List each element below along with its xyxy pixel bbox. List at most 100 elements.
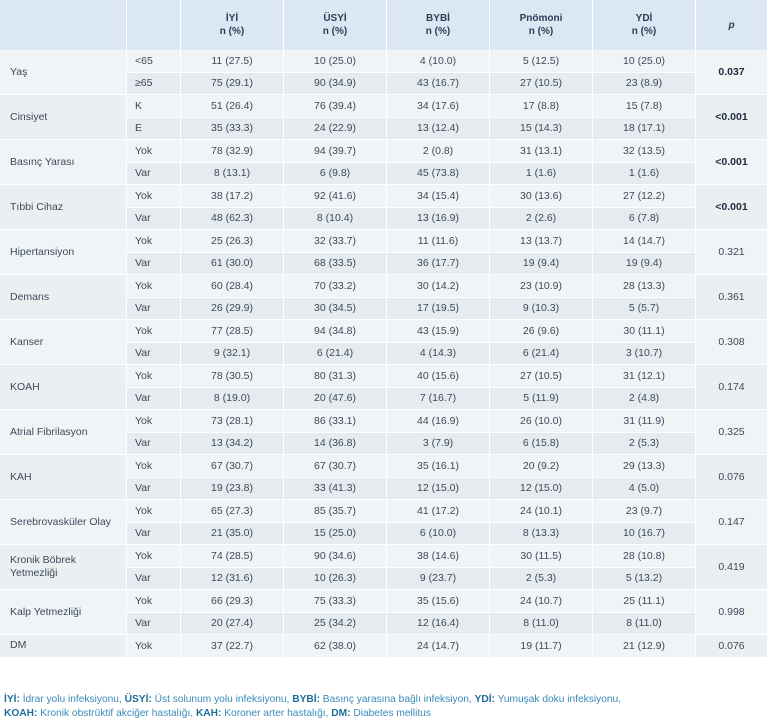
row-label: Serebrovasküler Olay [0,500,127,545]
value-cell: 20 (27.4) [181,612,284,635]
value-cell: 5 (13.2) [593,567,696,590]
header-iyi: İYİ n (%) [181,0,284,50]
value-cell: 12 (15.0) [387,477,490,500]
value-cell: 38 (17.2) [181,185,284,208]
table-row: Serebrovasküler Olay Yok 65 (27.3) 85 (35.7… [0,500,768,545]
value-cell: 13 (16.9) [387,207,490,230]
value-cell: 9 (32.1) [181,342,284,365]
row-sublabel: Yok [127,185,181,208]
header-usyi: ÜSYİ n (%) [284,0,387,50]
value-cell: 23 (9.7) [593,500,696,523]
value-cell: 9 (10.3) [490,297,593,320]
value-cell: 65 (27.3) [181,500,284,523]
value-cell: 26 (9.6) [490,320,593,343]
header-sub: n (%) [219,26,245,37]
value-cell: 8 (19.0) [181,387,284,410]
value-cell: 76 (39.4) [284,95,387,118]
value-cell: 19 (9.4) [593,252,696,275]
row-label: DM [0,635,127,658]
value-cell: 6 (21.4) [490,342,593,365]
table-row: Var 21 (35.0) 15 (25.0) 6 (10.0) 8 (13.3) 10 … [0,522,768,545]
row-sublabel: Var [127,612,181,635]
value-cell: 10 (25.0) [284,50,387,73]
value-cell: 77 (28.5) [181,320,284,343]
row-label: Cinsiyet [0,95,127,140]
value-cell: 27 (10.5) [490,72,593,95]
value-cell: 14 (36.8) [284,432,387,455]
value-cell: 43 (16.7) [387,72,490,95]
legend-text: Basınç yarasına bağlı infeksiyon, [319,694,475,705]
value-cell: 4 (10.0) [387,50,490,73]
legend-text: Kronik obstrüktif akciğer hastalığı, [37,708,196,719]
value-cell: 8 (11.0) [490,612,593,635]
value-cell: 6 (9.8) [284,162,387,185]
p-value: 0.076 [696,455,768,500]
table-row: Var 9 (32.1) 6 (21.4) 4 (14.3) 6 (21.4) 3 (10… [0,342,768,365]
table-row: Cinsiyet K 51 (26.4) 76 (39.4) 34 (17.6) 17 (… [0,95,768,140]
value-cell: 12 (15.0) [490,477,593,500]
p-value: 0.076 [696,635,768,658]
header-label: YDİ [635,13,653,24]
value-cell: 19 (11.7) [490,635,593,658]
row-sublabel: Var [127,297,181,320]
results-table: İYİ n (%) ÜSYİ n (%) BYBİ n (%) Pnömoni n (%… [0,0,768,658]
value-cell: 26 (10.0) [490,410,593,433]
value-cell: 2 (4.8) [593,387,696,410]
value-cell: 13 (12.4) [387,117,490,140]
p-value: 0.147 [696,500,768,545]
value-cell: 12 (16.4) [387,612,490,635]
value-cell: 34 (15.4) [387,185,490,208]
table-row: Var 61 (30.0) 68 (33.5) 36 (17.7) 19 (9.4) 19… [0,252,768,275]
value-cell: 21 (12.9) [593,635,696,658]
p-value: 0.419 [696,545,768,590]
value-cell: 1 (1.6) [490,162,593,185]
table-row: Var 13 (34.2) 14 (36.8) 3 (7.9) 6 (15.8) 2 (5… [0,432,768,455]
value-cell: 6 (21.4) [284,342,387,365]
value-cell: 35 (33.3) [181,117,284,140]
value-cell: 13 (13.7) [490,230,593,253]
value-cell: 60 (28.4) [181,275,284,298]
value-cell: 35 (16.1) [387,455,490,478]
value-cell: 8 (10.4) [284,207,387,230]
row-sublabel: Yok [127,275,181,298]
row-sublabel: Yok [127,455,181,478]
legend-line: KOAH: Kronik obstrüktif akciğer hastalığ… [4,707,764,721]
value-cell: 61 (30.0) [181,252,284,275]
value-cell: 73 (28.1) [181,410,284,433]
value-cell: 30 (13.6) [490,185,593,208]
value-cell: 32 (13.5) [593,140,696,163]
value-cell: 25 (11.1) [593,590,696,613]
value-cell: 70 (33.2) [284,275,387,298]
value-cell: 14 (14.7) [593,230,696,253]
row-label: Tıbbi Cihaz [0,185,127,230]
p-value: <0.001 [696,140,768,185]
value-cell: 15 (7.8) [593,95,696,118]
value-cell: 32 (33.7) [284,230,387,253]
legend-abbr: KOAH: [4,708,38,719]
header-sub: n (%) [631,26,657,37]
value-cell: 15 (14.3) [490,117,593,140]
value-cell: 34 (17.6) [387,95,490,118]
row-sublabel: Var [127,567,181,590]
value-cell: 90 (34.9) [284,72,387,95]
p-value: <0.001 [696,95,768,140]
p-value: 0.174 [696,365,768,410]
row-label: Yaş [0,50,127,95]
row-sublabel: Yok [127,140,181,163]
legend-abbr: KAH: [195,708,222,719]
table-row: Hipertansiyon Yok 25 (26.3) 32 (33.7) 11 (11… [0,230,768,275]
value-cell: 23 (10.9) [490,275,593,298]
row-label: Hipertansiyon [0,230,127,275]
header-label: BYBİ [426,13,450,24]
value-cell: 3 (7.9) [387,432,490,455]
table-row: Var 20 (27.4) 25 (34.2) 12 (16.4) 8 (11.0) 8 … [0,612,768,635]
legend-abbr: YDİ: [474,694,495,705]
table-row: Kanser Yok 77 (28.5) 94 (34.8) 43 (15.9) 26 (… [0,320,768,365]
row-label: Atrial Fibrilasyon [0,410,127,455]
value-cell: 30 (34.5) [284,297,387,320]
p-value: 0.325 [696,410,768,455]
legend-text: İdrar yolu infeksiyonu, [19,694,125,705]
value-cell: 31 (11.9) [593,410,696,433]
value-cell: 28 (10.8) [593,545,696,568]
table-row: Var 48 (62.3) 8 (10.4) 13 (16.9) 2 (2.6) 6 (7… [0,207,768,230]
